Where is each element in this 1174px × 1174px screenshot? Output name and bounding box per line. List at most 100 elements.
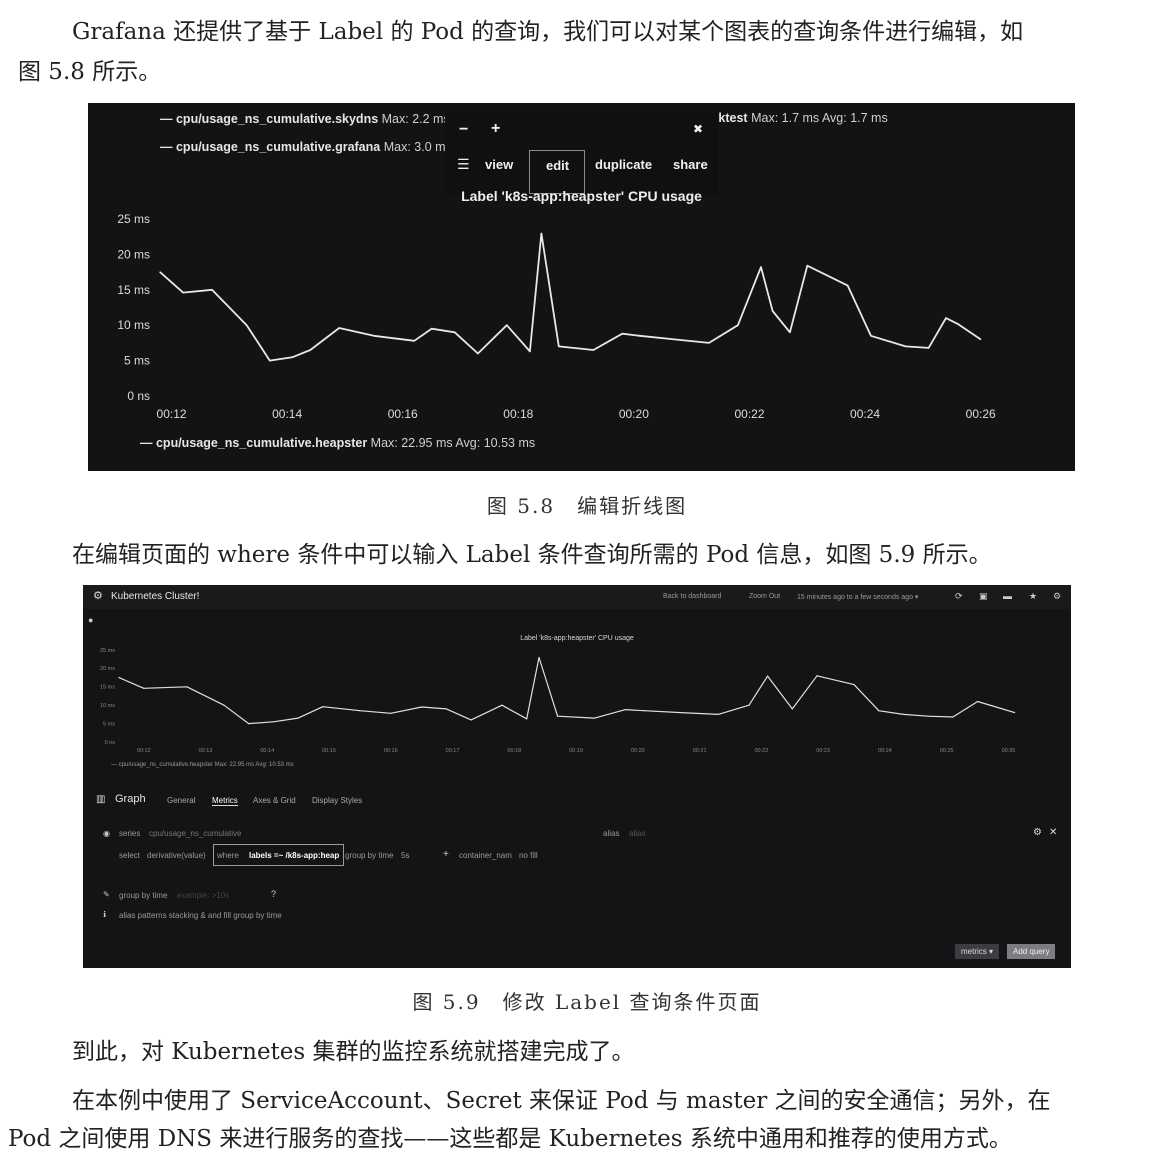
data-point [445,708,447,710]
query-toggle-icon[interactable]: ◉ [103,829,110,838]
tab-display-styles[interactable]: Display Styles [312,796,363,805]
dashboard-title[interactable]: Kubernetes Cluster! [111,591,200,602]
grafana-logo-icon[interactable]: ⚙ [93,590,103,602]
y-tick-label: 20 ms [100,666,115,672]
tab-axes-grid[interactable]: Axes & Grid [253,796,296,805]
y-tick-label: 10 ms [117,318,150,332]
folder-icon[interactable]: ▬ [1003,591,1012,601]
edit-button[interactable]: edit [529,150,585,194]
refresh-icon[interactable]: ⟳ [955,591,963,601]
data-point [529,350,531,352]
info-links[interactable]: alias patterns stacking & and fill group… [119,911,282,920]
outro-line-3: Pod 之间使用 DNS 来进行服务的查找——这些都是 Kubernetes 系… [8,1126,1012,1152]
x-tick-label: 00:24 [878,748,892,754]
x-tick-label: 00:12 [157,407,187,421]
y-tick-label: 10 ms [100,703,115,709]
select-label: select [119,851,140,860]
between-line: 在编辑页面的 where 条件中可以输入 Label 条件查询所需的 Pod 信… [72,542,992,568]
data-point [143,687,145,689]
group-by-label: group by time [345,851,394,860]
data-point [159,271,161,273]
zoom-out-button[interactable]: Zoom Out [749,593,781,600]
settings-icon[interactable]: ⚙ [1053,591,1062,601]
series-input[interactable]: cpu/usage_ns_cumulative [149,829,242,838]
intro-line-2: 图 5.8 所示。 [18,59,162,85]
data-point [853,683,855,686]
intro-paragraph: Grafana 还提供了基于 Label 的 Pod 的查询，我们可以对某个图表… [18,12,1158,92]
data-point [904,345,907,348]
data-point [995,706,997,708]
x-tick-label: 00:15 [322,748,336,754]
container-tag[interactable]: container_nam [459,851,512,860]
data-point [952,716,954,718]
row-toggle-icon[interactable]: ● [88,615,94,625]
add-query-button[interactable]: Add query [1007,944,1056,959]
x-tick-label: 00:20 [619,407,649,421]
group-by-time-input[interactable]: example: >10s [177,891,230,900]
figure-5-8: — cpu/usage_ns_cumulative.skydns Max: 2.… [88,103,1075,471]
data-point [186,686,188,688]
alias-input[interactable]: alias [629,829,646,838]
data-point [870,335,872,337]
x-tick-label: 00:20 [631,748,645,754]
x-tick-label: 00:26 [966,407,996,421]
line-chart-5-8: 0 ns 5 ms 10 ms 15 ms 20 ms 25 ms 00:12 00:14 00… [117,212,996,421]
intro-line-1: Grafana 还提供了基于 Label 的 Pod 的查询，我们可以对某个图表… [72,19,1024,45]
x-tick-label: 00:13 [199,748,213,754]
tab-metrics[interactable]: Metrics [212,796,238,806]
x-tick-label: 00:18 [507,748,521,754]
close-icon[interactable]: ✖ [693,122,704,136]
data-point [945,317,947,319]
x-tick-label: 00:14 [272,407,302,421]
fill-option[interactable]: no fill [519,851,538,860]
plus-icon[interactable]: + [491,120,501,137]
data-point [789,331,791,333]
data-point [413,340,415,342]
graph-label: Graph [115,793,146,805]
gear-icon[interactable]: ⚙ [1033,827,1042,838]
y-tick-label: 5 ms [103,721,115,727]
data-point [470,719,472,721]
view-button[interactable]: view [485,157,514,172]
data-point [592,349,595,351]
alias-label: alias [603,829,620,838]
tab-general[interactable]: General [167,796,196,805]
select-input[interactable]: derivative(value) [147,851,206,860]
data-point [269,360,271,362]
data-point [791,708,793,710]
data-point [980,338,982,340]
back-to-dashboard-link[interactable]: Back to dashboard [663,593,722,600]
group-by-input[interactable]: 5s [401,851,410,860]
add-tag-icon[interactable]: + [443,849,449,860]
data-point [540,232,543,235]
where-input[interactable]: labels =~ /k8s-app:heap [213,844,344,866]
data-point [673,338,675,340]
data-point [373,335,375,337]
data-point [118,677,120,679]
duplicate-button[interactable]: duplicate [595,157,653,172]
minus-icon[interactable]: − [459,121,469,138]
time-range-picker[interactable]: 15 minutes ago to a few seconds ago ▾ [797,594,919,601]
data-point [737,324,739,326]
grid-icon[interactable]: ☰ [457,156,470,172]
save-icon[interactable]: ▣ [979,591,988,601]
caption-5-8: 图 5.8 编辑折线图 [486,494,688,518]
outro-paragraph-1: 到此，对 Kubernetes 集群的监控系统就搭建完成了。 [18,1032,1158,1072]
data-point [297,717,299,719]
y-tick-label: 25 ms [117,212,150,226]
close-query-icon[interactable]: ✕ [1049,827,1058,838]
star-icon[interactable]: ★ [1029,591,1038,601]
share-button[interactable]: share [673,157,708,172]
data-point [847,284,849,287]
help-icon[interactable]: ? [271,889,277,899]
y-tick-label: 20 ms [117,247,150,261]
data-point [309,349,311,351]
y-tick-label: 25 ms [100,648,115,654]
data-point [766,675,769,677]
y-tick-label: 0 ns [127,389,150,403]
x-tick-label: 00:19 [569,748,583,754]
wrench-icon: ✎ [103,890,110,899]
group-by-time-label: group by time [119,891,168,900]
data-point [717,713,719,715]
metrics-button[interactable]: metrics ▾ [955,944,1000,959]
